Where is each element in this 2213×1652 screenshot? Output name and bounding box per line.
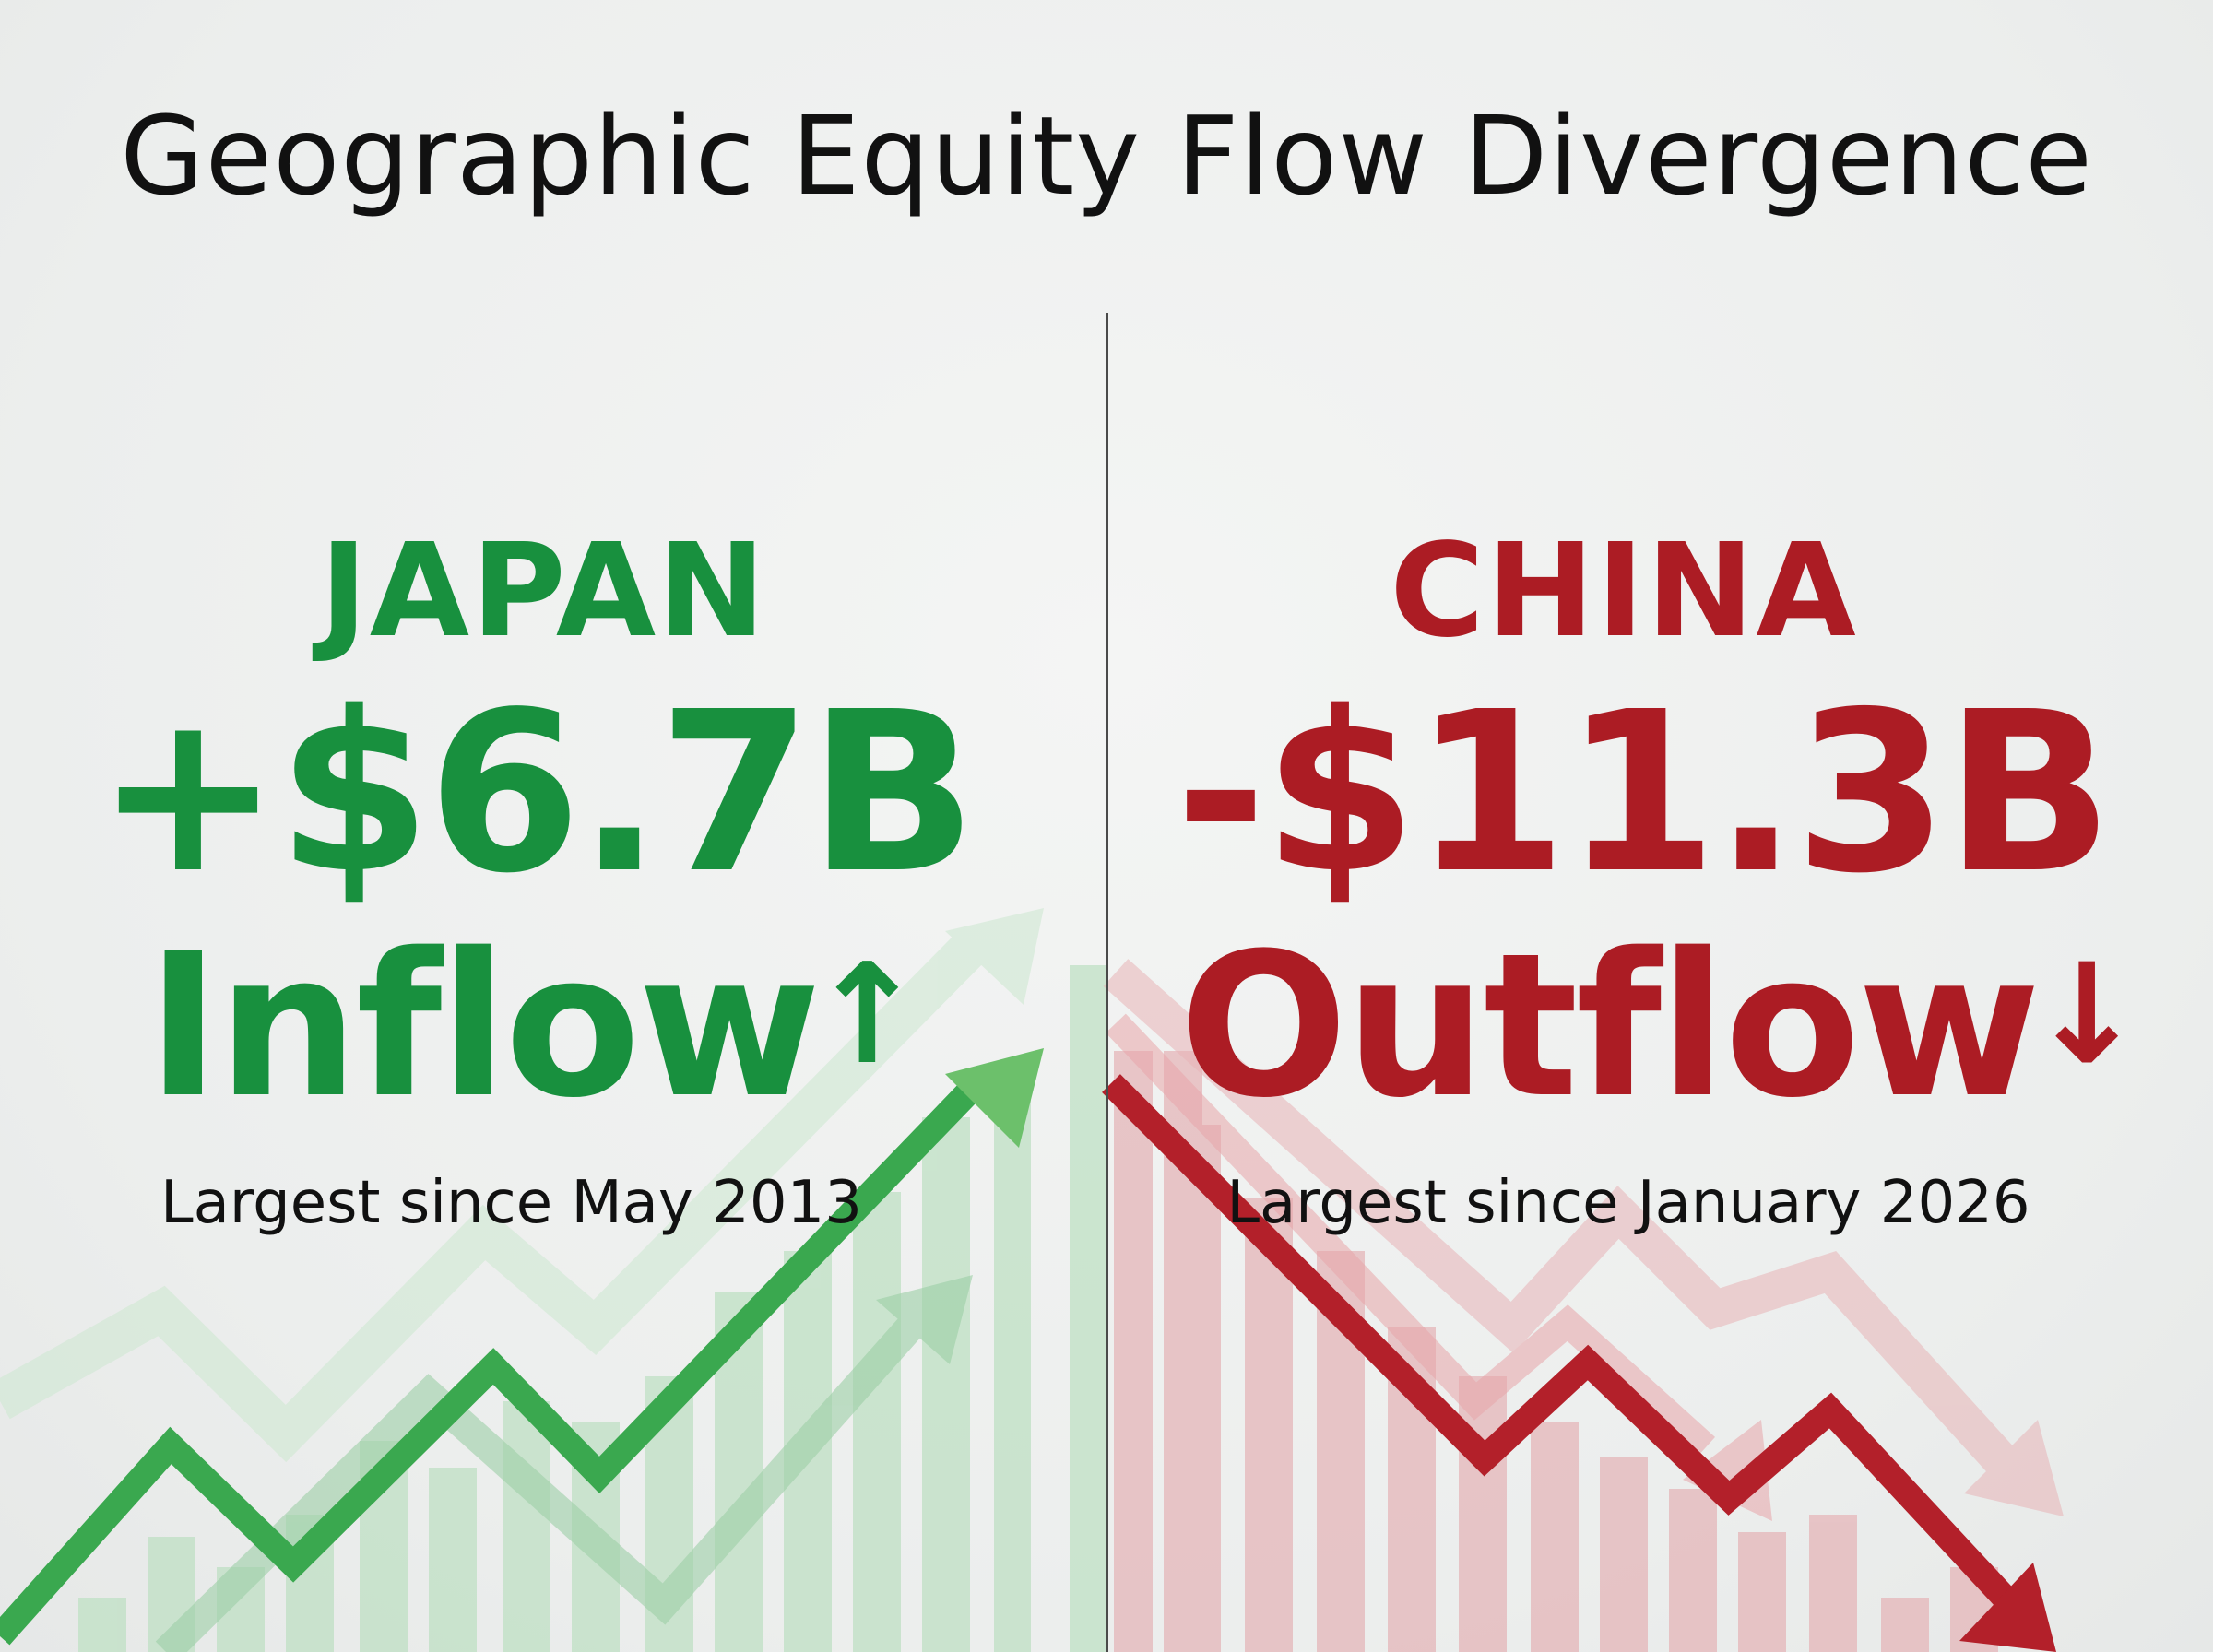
japan-lower-arrow [155,1275,973,1652]
japan-flow-amount: +$6.7B [95,664,976,922]
center-divider [1106,313,1108,1652]
china-flow-amount: -$11.3B [1175,664,2113,922]
down-arrow-icon: ↓ [2029,935,2145,1095]
china-region-label: CHINA [1390,516,1858,667]
japan-flow-direction: Inflow↑ [0,926,1087,1125]
japan-main-arrow [0,1048,1044,1646]
japan-region-label: JAPAN [319,516,768,667]
china-main-arrow [1102,1074,2056,1652]
china-flow-label: Outflow [1179,910,2041,1141]
japan-faint-arrow [0,908,1044,1463]
china-flow-direction: Outflow↓ [1108,926,2213,1125]
up-arrow-icon: ↑ [809,935,925,1095]
china-panel: CHINA -$11.3B Outflow↓ Largest since Jan… [1108,0,2213,1652]
page-title: Geographic Equity Flow Divergence [120,92,2093,219]
china-note: Largest since January 2026 [1226,1169,2030,1237]
japan-flow-label: Inflow [146,910,822,1141]
japan-panel: JAPAN +$6.7B Inflow↑ Largest since May 2… [0,0,1106,1652]
japan-note: Largest since May 2013 [160,1169,862,1237]
